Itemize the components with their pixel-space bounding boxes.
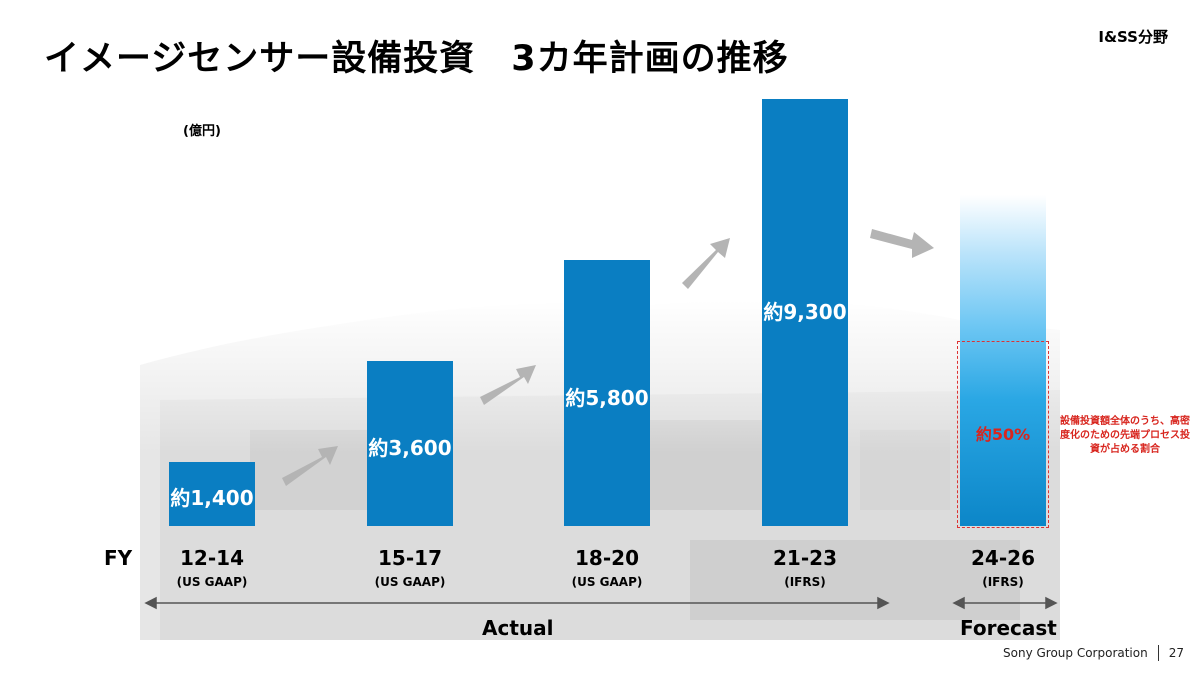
- forecast-share-box: [957, 340, 1049, 528]
- footer-divider: [1157, 645, 1159, 661]
- bar-18-20: [564, 259, 650, 526]
- page-number: 27: [1168, 646, 1184, 660]
- x-tick-label: 15-17: [378, 546, 442, 570]
- x-tick-sublabel: (IFRS): [982, 575, 1024, 589]
- x-tick-sublabel: (IFRS): [784, 575, 826, 589]
- bar-12-14: [169, 461, 255, 526]
- bar-value-label: 約1,400: [170, 485, 254, 510]
- page-title: イメージセンサー設備投資 3カ年計画の推移: [44, 39, 789, 79]
- x-tick-label: 24-26: [971, 546, 1035, 570]
- actual-period-label: Actual: [482, 616, 554, 640]
- x-tick-label: 21-23: [773, 546, 837, 570]
- unit-label: (億円): [183, 124, 221, 139]
- fy-axis-label: FY: [104, 546, 133, 570]
- bar-value-label: 約5,800: [565, 385, 649, 410]
- x-tick-label: 12-14: [180, 546, 244, 570]
- bar-24-26-forecast: [960, 195, 1046, 526]
- company-name: Sony Group Corporation: [1003, 646, 1148, 660]
- bar-value-label: 約3,600: [368, 435, 452, 460]
- bar-15-17: [367, 360, 453, 526]
- bar-value-label: 約9,300: [763, 300, 847, 324]
- forecast-share-label: 約50%: [975, 425, 1031, 445]
- forecast-period-label: Forecast: [960, 616, 1057, 640]
- x-tick-sublabel: (US GAAP): [374, 575, 446, 589]
- x-tick-sublabel: (US GAAP): [571, 575, 643, 589]
- forecast-share-note: 設備投資額全体のうち、高密度化のための先端プロセス投資が占める割合: [1060, 416, 1190, 455]
- bar-21-23: [762, 99, 848, 526]
- x-tick-label: 18-20: [575, 546, 639, 570]
- segment-label: I&SS分野: [1098, 28, 1168, 46]
- footer: Sony Group Corporation 27: [1003, 645, 1184, 661]
- x-tick-sublabel: (US GAAP): [176, 575, 248, 589]
